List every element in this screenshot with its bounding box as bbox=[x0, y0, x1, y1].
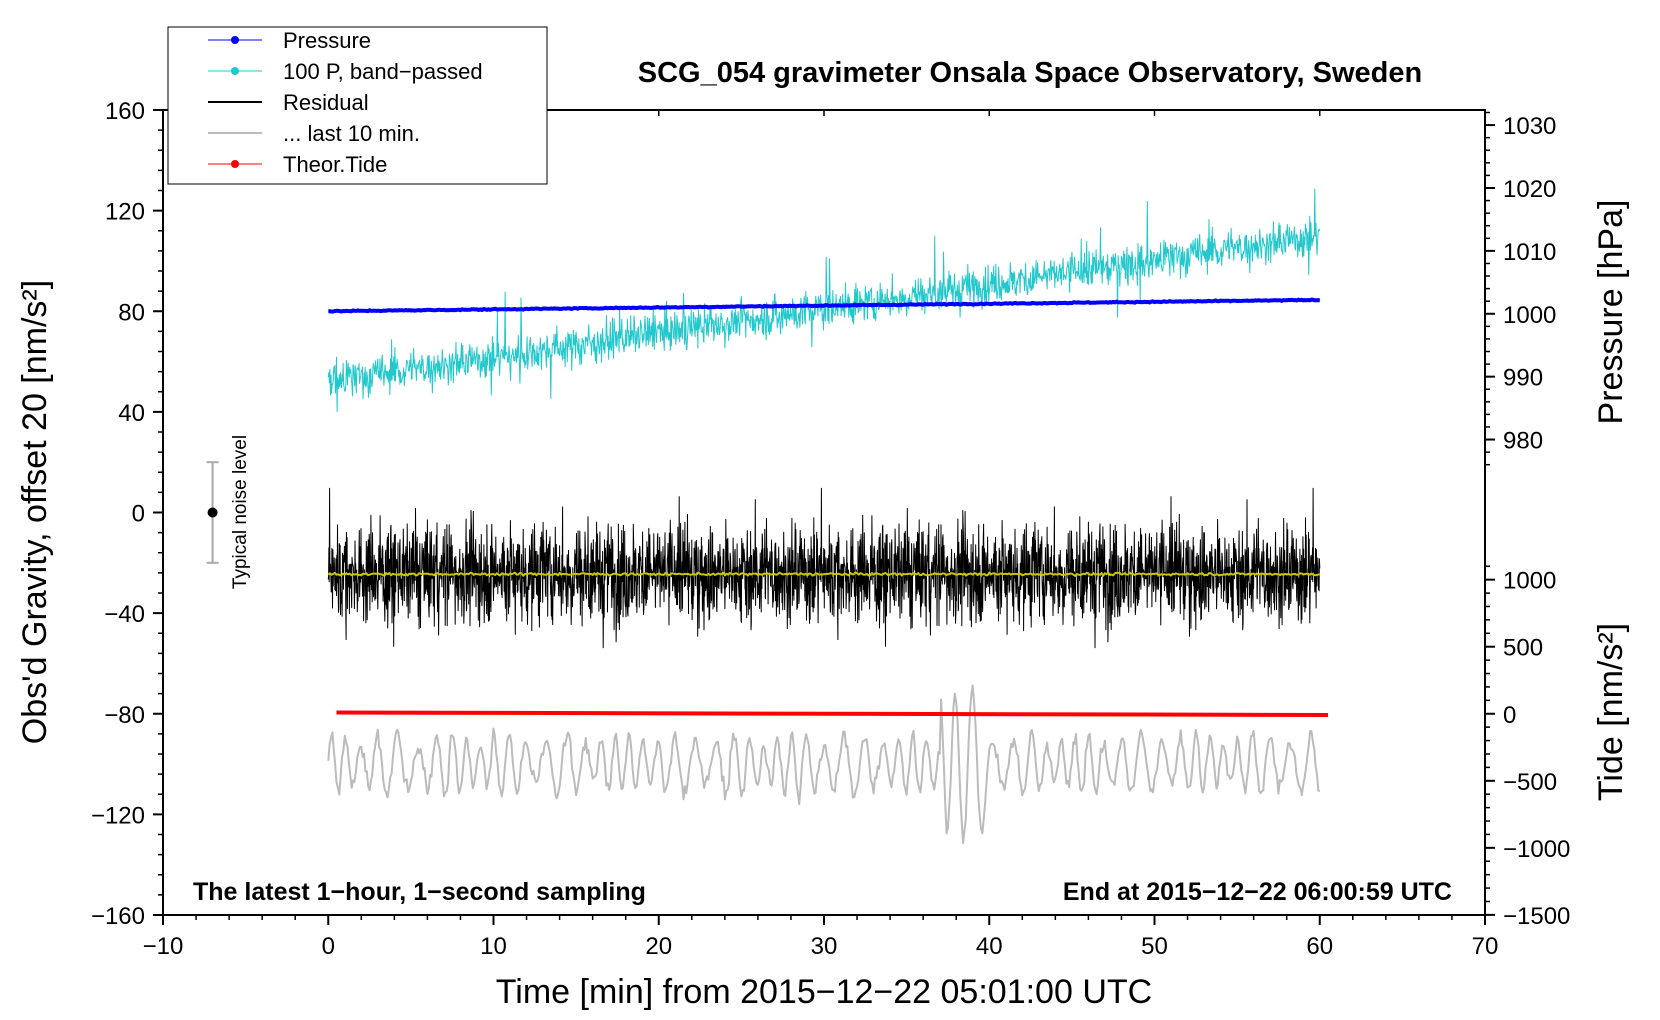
legend-box bbox=[167, 26, 548, 185]
y-tide-tick-label: −1500 bbox=[1503, 903, 1570, 930]
y-left-tick-label: 80 bbox=[118, 299, 145, 326]
series-residual bbox=[327, 487, 1321, 649]
noise-dot bbox=[207, 507, 218, 518]
legend-label-theor-tide: Theor.Tide bbox=[283, 152, 387, 177]
x-tick-label: 30 bbox=[811, 933, 838, 960]
y-pressure-tick-label: 1000 bbox=[1503, 302, 1556, 329]
legend-marker-theor-tide bbox=[231, 160, 239, 168]
y-pressure-tick-label: 1010 bbox=[1503, 239, 1556, 266]
x-tick-label: 40 bbox=[976, 933, 1003, 960]
y-pressure-tick-label: 1030 bbox=[1503, 113, 1556, 140]
y-pressure-tick-label: 1020 bbox=[1503, 176, 1556, 203]
legend-label-residual: Residual bbox=[283, 90, 369, 115]
y-tide-tick-label: 500 bbox=[1503, 635, 1543, 662]
y-left-axis-title: Obs'd Gravity, offset 20 [nm/s²] bbox=[16, 280, 54, 744]
legend: Pressure 100 P, band−passed Residual ...… bbox=[167, 26, 548, 185]
series-layer bbox=[327, 188, 1329, 845]
series-pressure bbox=[327, 297, 1321, 314]
y-left-tick-label: 40 bbox=[118, 400, 145, 427]
legend-marker-pressure bbox=[231, 36, 239, 44]
series-theor-tide bbox=[336, 710, 1329, 718]
y-pressure-tick-label: 990 bbox=[1503, 365, 1543, 392]
series-mean-residual bbox=[327, 571, 1321, 577]
noise-label: Typical noise level bbox=[230, 435, 251, 589]
annotation-bottom-right: End at 2015−12−22 06:00:59 UTC bbox=[1063, 878, 1452, 906]
y-left-tick-label: −40 bbox=[104, 601, 145, 628]
x-tick-label: 10 bbox=[480, 933, 507, 960]
y-left-tick-label: −160 bbox=[91, 903, 145, 930]
y-left-tick-label: −80 bbox=[104, 702, 145, 729]
x-tick-label: 20 bbox=[645, 933, 672, 960]
legend-label-pressure: Pressure bbox=[283, 28, 371, 53]
legend-label-band-passed: 100 P, band−passed bbox=[283, 59, 483, 84]
noise-marker: Typical noise level bbox=[206, 435, 251, 589]
y-tide-tick-label: 1000 bbox=[1503, 568, 1556, 595]
y-left-tick-label: −120 bbox=[91, 802, 145, 829]
x-tick-label: 50 bbox=[1141, 933, 1168, 960]
chart-title: SCG_054 gravimeter Onsala Space Observat… bbox=[638, 57, 1422, 89]
axes-layer: −10 0 10 20 30 40 50 60 7016012080400−40−80−120−… bbox=[91, 98, 1570, 960]
x-axis-title: Time [min] from 2015−12−22 05:01:00 UTC bbox=[496, 973, 1152, 1011]
y-tide-tick-label: −1000 bbox=[1503, 836, 1570, 863]
x-tick-label: 0 bbox=[322, 933, 335, 960]
y-tide-tick-label: −500 bbox=[1503, 769, 1557, 796]
annotation-bottom-left: The latest 1−hour, 1−second sampling bbox=[193, 878, 646, 906]
y-tide-tick-label: 0 bbox=[1503, 702, 1516, 729]
series-last-10-min bbox=[327, 684, 1321, 845]
legend-marker-band-passed bbox=[231, 67, 239, 75]
y-left-tick-label: 0 bbox=[132, 501, 145, 528]
x-tick-label: −10 bbox=[143, 933, 184, 960]
x-tick-label: 60 bbox=[1306, 933, 1333, 960]
legend-label-last-10-min: ... last 10 min. bbox=[283, 121, 420, 146]
y-tide-axis-title: Tide [nm/s²] bbox=[1592, 623, 1630, 801]
y-left-tick-label: 160 bbox=[105, 98, 145, 125]
y-pressure-axis-title: Pressure [hPa] bbox=[1592, 200, 1630, 425]
y-left-tick-label: 120 bbox=[105, 199, 145, 226]
x-tick-label: 70 bbox=[1472, 933, 1499, 960]
y-pressure-tick-label: 980 bbox=[1503, 428, 1543, 455]
